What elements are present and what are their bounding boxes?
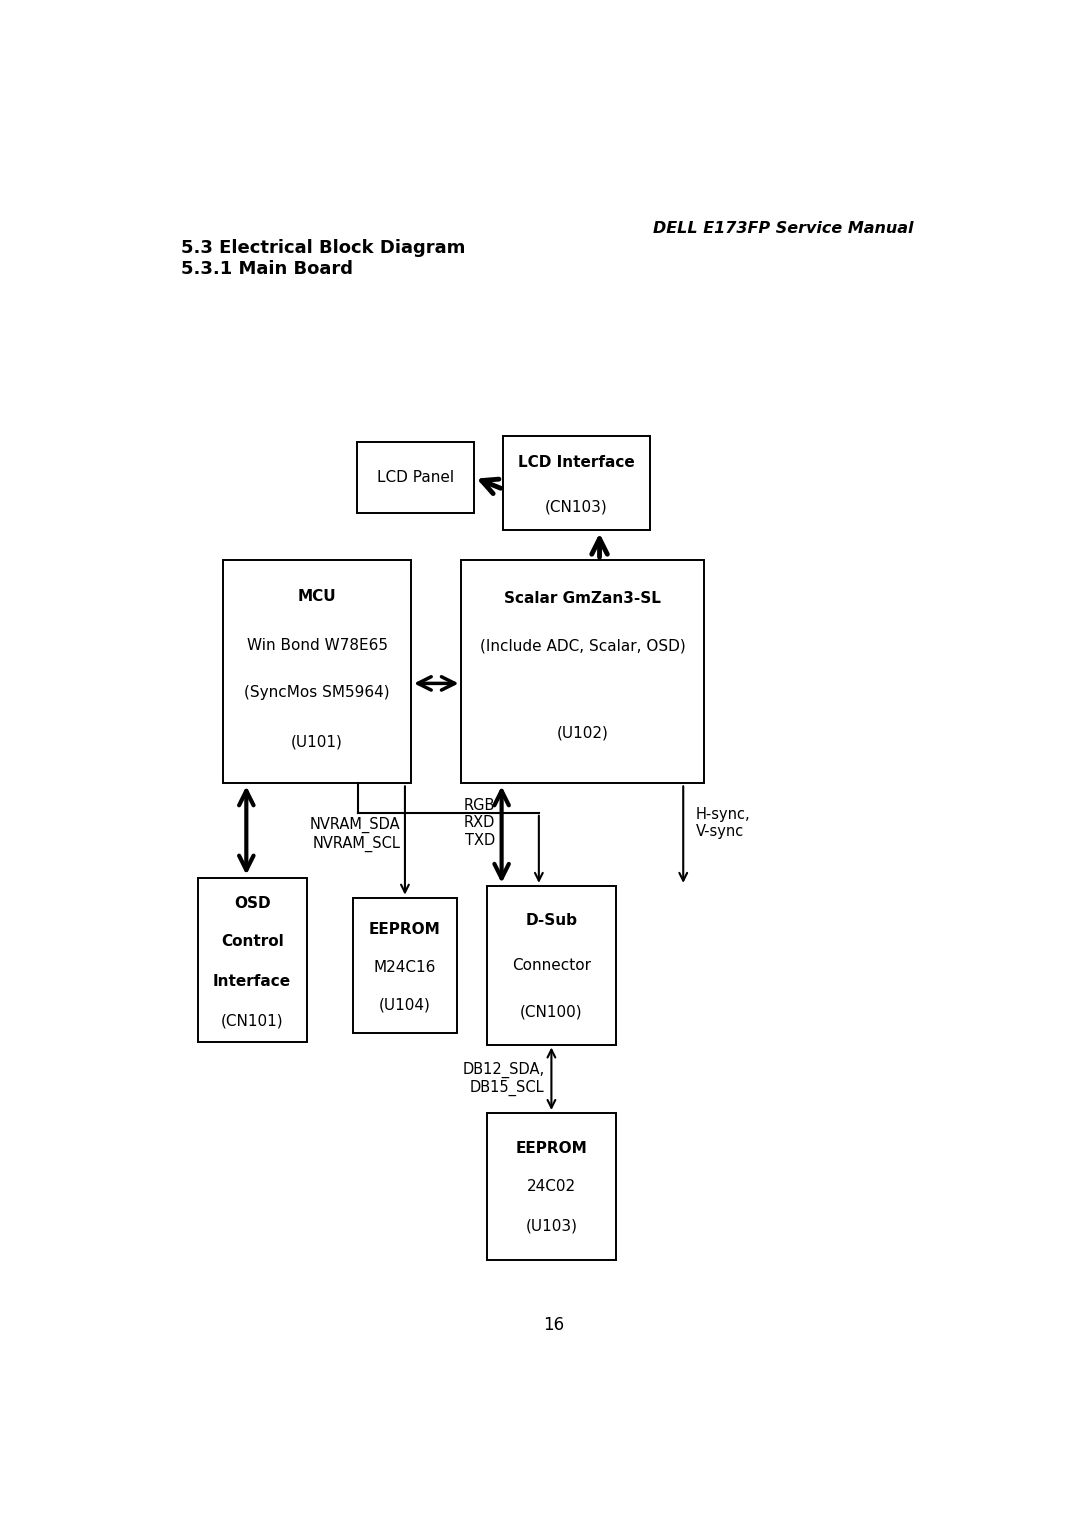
Text: Connector: Connector [512, 958, 591, 973]
Bar [486, 1112, 617, 1261]
Text: OSD: OSD [234, 895, 270, 911]
Text: (U102): (U102) [557, 726, 609, 740]
Text: Scalar GmZan3-SL: Scalar GmZan3-SL [504, 591, 661, 607]
Text: DELL E173FP Service Manual: DELL E173FP Service Manual [653, 222, 914, 235]
Text: MCU: MCU [298, 588, 336, 604]
Text: 16: 16 [543, 1316, 564, 1334]
Text: M24C16: M24C16 [374, 960, 436, 975]
Bar [222, 559, 411, 784]
Text: 5.3 Electrical Block Diagram: 5.3 Electrical Block Diagram [181, 238, 465, 257]
Text: RGB
RXD
TXD: RGB RXD TXD [463, 798, 495, 848]
Text: 5.3.1 Main Board: 5.3.1 Main Board [181, 260, 353, 278]
Text: NVRAM_SDA
NVRAM_SCL: NVRAM_SDA NVRAM_SCL [310, 817, 401, 853]
Text: D-Sub: D-Sub [525, 912, 578, 927]
Text: (U101): (U101) [292, 735, 343, 750]
Bar [461, 559, 704, 784]
Text: EEPROM: EEPROM [369, 923, 441, 937]
Bar [356, 442, 474, 513]
Text: LCD Interface: LCD Interface [518, 455, 635, 469]
Text: H-sync,
V-sync: H-sync, V-sync [696, 807, 751, 839]
Bar [198, 877, 307, 1042]
Text: Interface: Interface [213, 973, 292, 989]
Text: (Include ADC, Scalar, OSD): (Include ADC, Scalar, OSD) [480, 639, 686, 654]
Bar [352, 897, 457, 1033]
Text: (SyncMos SM5964): (SyncMos SM5964) [244, 686, 390, 700]
Bar [486, 886, 617, 1045]
Text: 24C02: 24C02 [527, 1180, 576, 1193]
Text: (CN101): (CN101) [221, 1013, 283, 1028]
Text: (CN100): (CN100) [521, 1005, 583, 1019]
Text: (U104): (U104) [379, 998, 431, 1013]
Text: Control: Control [220, 934, 284, 949]
Bar [503, 437, 650, 530]
Text: DB12_SDA,
DB15_SCL: DB12_SDA, DB15_SCL [462, 1062, 544, 1096]
Text: LCD Panel: LCD Panel [377, 471, 454, 484]
Text: Win Bond W78E65: Win Bond W78E65 [246, 639, 388, 654]
Text: EEPROM: EEPROM [515, 1141, 588, 1157]
Text: (CN103): (CN103) [545, 500, 608, 515]
Text: (U103): (U103) [525, 1219, 578, 1235]
